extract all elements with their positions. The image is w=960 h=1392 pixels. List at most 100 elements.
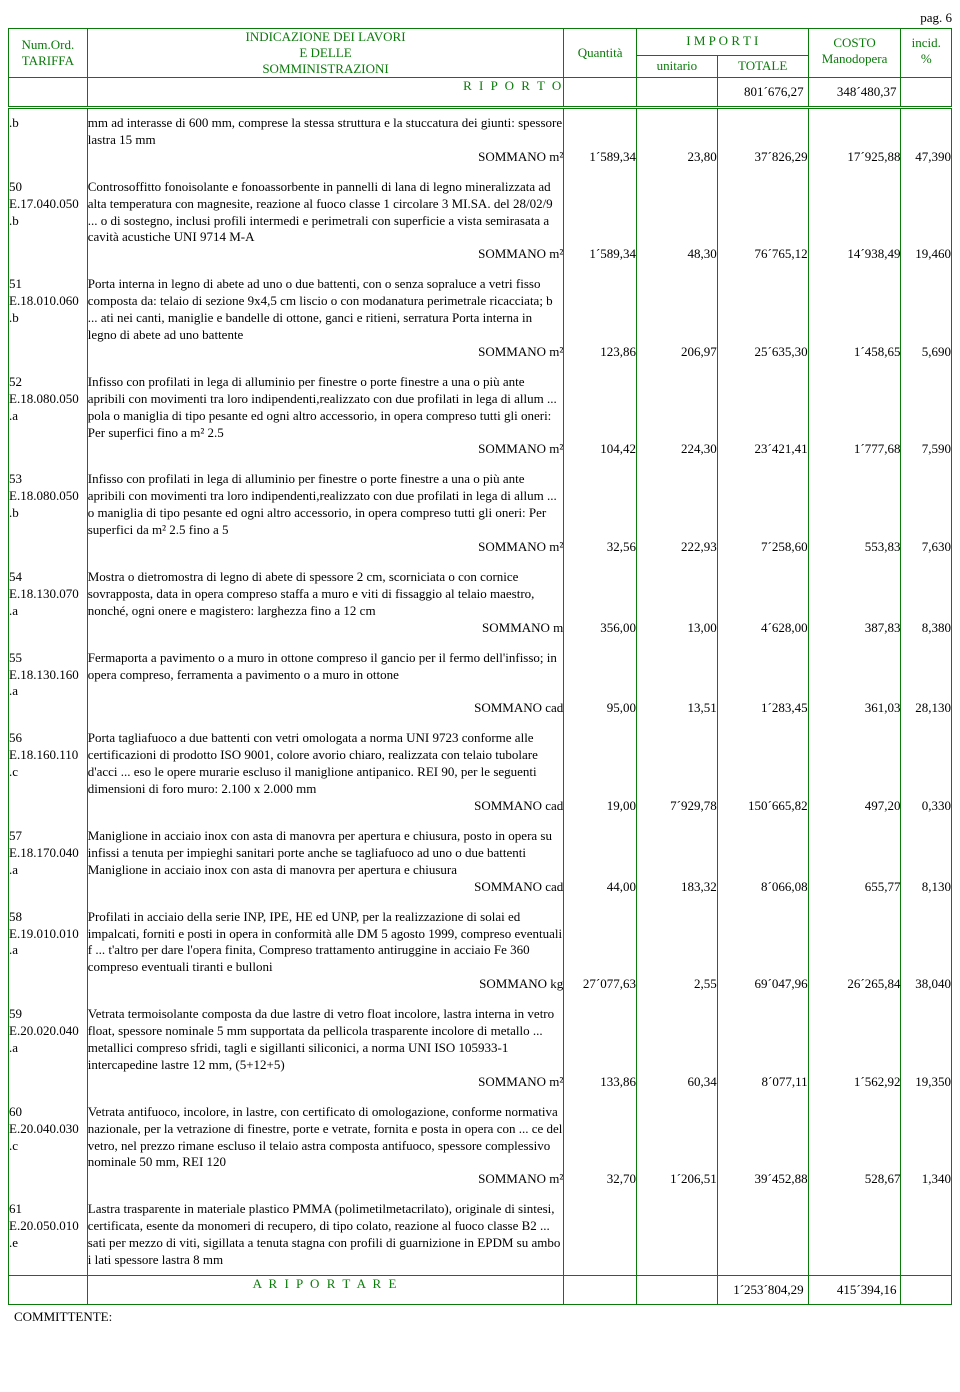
row-totale: 69´047,96 (717, 976, 808, 992)
row-manodopera: 1´562,92 (808, 1074, 901, 1090)
row-desc: Vetrata termoisolante composta da due la… (87, 992, 564, 1074)
row-incid: 5,690 (901, 344, 952, 360)
row-incid: 28,130 (901, 700, 952, 716)
row-code: 55 E.18.130.160 .a (9, 636, 88, 701)
row-manodopera: 497,20 (808, 798, 901, 814)
row-manodopera: 26´265,84 (808, 976, 901, 992)
row-manodopera: 528,67 (808, 1171, 901, 1187)
row-totale: 7´258,60 (717, 539, 808, 555)
row-manodopera: 361,03 (808, 700, 901, 716)
hdr-totale: TOTALE (717, 55, 808, 77)
row-unitario: 1´206,51 (636, 1171, 717, 1187)
hdr-importi: I M P O R T I (636, 29, 808, 56)
row-manodopera: 14´938,49 (808, 246, 901, 262)
footer-label: A R I P O R T A R E (87, 1275, 564, 1304)
row-quantita: 1´589,34 (564, 149, 637, 165)
row-totale: 8´066,08 (717, 879, 808, 895)
hdr-incid: incid. % (901, 29, 952, 78)
row-totale: 39´452,88 (717, 1171, 808, 1187)
row-manodopera: 1´777,68 (808, 441, 901, 457)
row-unitario: 23,80 (636, 149, 717, 165)
row-quantita: 19,00 (564, 798, 637, 814)
row-sommano: SOMMANO m² (87, 1171, 564, 1187)
row-code: 59 E.20.020.040 .a (9, 992, 88, 1074)
row-incid: 1,340 (901, 1171, 952, 1187)
row-sommano: SOMMANO m² (87, 539, 564, 555)
row-code: 53 E.18.080.050 .b (9, 457, 88, 539)
row-desc: Infisso con profilati in lega di allumin… (87, 360, 564, 442)
row-incid: 7,590 (901, 441, 952, 457)
row-totale: 4´628,00 (717, 620, 808, 636)
row-quantita: 27´077,63 (564, 976, 637, 992)
row-code: 61 E.20.050.010 .e (9, 1187, 88, 1269)
row-totale: 8´077,11 (717, 1074, 808, 1090)
row-sommano: SOMMANO m (87, 620, 564, 636)
row-incid: 19,460 (901, 246, 952, 262)
row-desc: mm ad interasse di 600 mm, comprese la s… (87, 108, 564, 149)
row-totale: 1´283,45 (717, 700, 808, 716)
row-unitario: 48,30 (636, 246, 717, 262)
row-manodopera: 17´925,88 (808, 149, 901, 165)
row-unitario: 206,97 (636, 344, 717, 360)
row-sommano: SOMMANO m² (87, 344, 564, 360)
row-code: 60 E.20.040.030 .c (9, 1090, 88, 1172)
row-incid: 8,130 (901, 879, 952, 895)
row-sommano: SOMMANO cad (87, 879, 564, 895)
row-unitario: 2,55 (636, 976, 717, 992)
row-unitario: 13,00 (636, 620, 717, 636)
row-incid: 7,630 (901, 539, 952, 555)
row-code: 50 E.17.040.050 .b (9, 165, 88, 247)
riporto-manodopera: 348´480,37 (808, 78, 901, 108)
row-quantita: 1´589,34 (564, 246, 637, 262)
hdr-lavori: INDICAZIONE DEI LAVORI E DELLE SOMMINIST… (87, 29, 564, 78)
hdr-tariffa: Num.Ord. TARIFFA (9, 29, 88, 78)
row-sommano: SOMMANO m² (87, 246, 564, 262)
riporto-totale: 801´676,27 (717, 78, 808, 108)
row-manodopera: 1´458,65 (808, 344, 901, 360)
row-code: 51 E.18.010.060 .b (9, 262, 88, 344)
row-unitario: 13,51 (636, 700, 717, 716)
page-number: pag. 6 (8, 10, 952, 26)
row-totale: 150´665,82 (717, 798, 808, 814)
row-desc: Vetrata antifuoco, incolore, in lastre, … (87, 1090, 564, 1172)
row-incid: 38,040 (901, 976, 952, 992)
row-incid: 19,350 (901, 1074, 952, 1090)
cost-table: Num.Ord. TARIFFA INDICAZIONE DEI LAVORI … (8, 28, 952, 1305)
row-quantita: 123,86 (564, 344, 637, 360)
row-quantita: 95,00 (564, 700, 637, 716)
row-code: 58 E.19.010.010 .a (9, 895, 88, 977)
row-code: 52 E.18.080.050 .a (9, 360, 88, 442)
row-sommano: SOMMANO m² (87, 149, 564, 165)
row-manodopera: 387,83 (808, 620, 901, 636)
row-totale: 76´765,12 (717, 246, 808, 262)
row-desc: Mostra o dietromostra di legno di abete … (87, 555, 564, 620)
row-code: .b (9, 108, 88, 149)
row-desc: Porta interna in legno di abete ad uno o… (87, 262, 564, 344)
row-unitario: 7´929,78 (636, 798, 717, 814)
row-unitario: 60,34 (636, 1074, 717, 1090)
row-incid: 0,330 (901, 798, 952, 814)
riporto-label: R I P O R T O (87, 78, 564, 108)
row-desc: Lastra trasparente in materiale plastico… (87, 1187, 564, 1269)
row-sommano: SOMMANO m² (87, 441, 564, 457)
row-quantita: 32,56 (564, 539, 637, 555)
row-quantita: 133,86 (564, 1074, 637, 1090)
row-unitario: 183,32 (636, 879, 717, 895)
row-desc: Profilati in acciaio della serie INP, IP… (87, 895, 564, 977)
footer-manodopera: 415´394,16 (808, 1275, 901, 1304)
row-sommano: SOMMANO cad (87, 700, 564, 716)
row-quantita: 32,70 (564, 1171, 637, 1187)
hdr-quantita: Quantità (564, 29, 637, 78)
row-desc: Infisso con profilati in lega di allumin… (87, 457, 564, 539)
footer-totale: 1´253´804,29 (717, 1275, 808, 1304)
row-manodopera: 553,83 (808, 539, 901, 555)
row-code: 54 E.18.130.070 .a (9, 555, 88, 620)
hdr-costo: COSTO Manodopera (808, 29, 901, 78)
row-code: 56 E.18.160.110 .c (9, 716, 88, 798)
row-unitario: 222,93 (636, 539, 717, 555)
committente: COMMITTENTE: (8, 1305, 952, 1325)
row-sommano: SOMMANO kg (87, 976, 564, 992)
row-sommano: SOMMANO m² (87, 1074, 564, 1090)
hdr-unitario: unitario (636, 55, 717, 77)
row-code: 57 E.18.170.040 .a (9, 814, 88, 879)
